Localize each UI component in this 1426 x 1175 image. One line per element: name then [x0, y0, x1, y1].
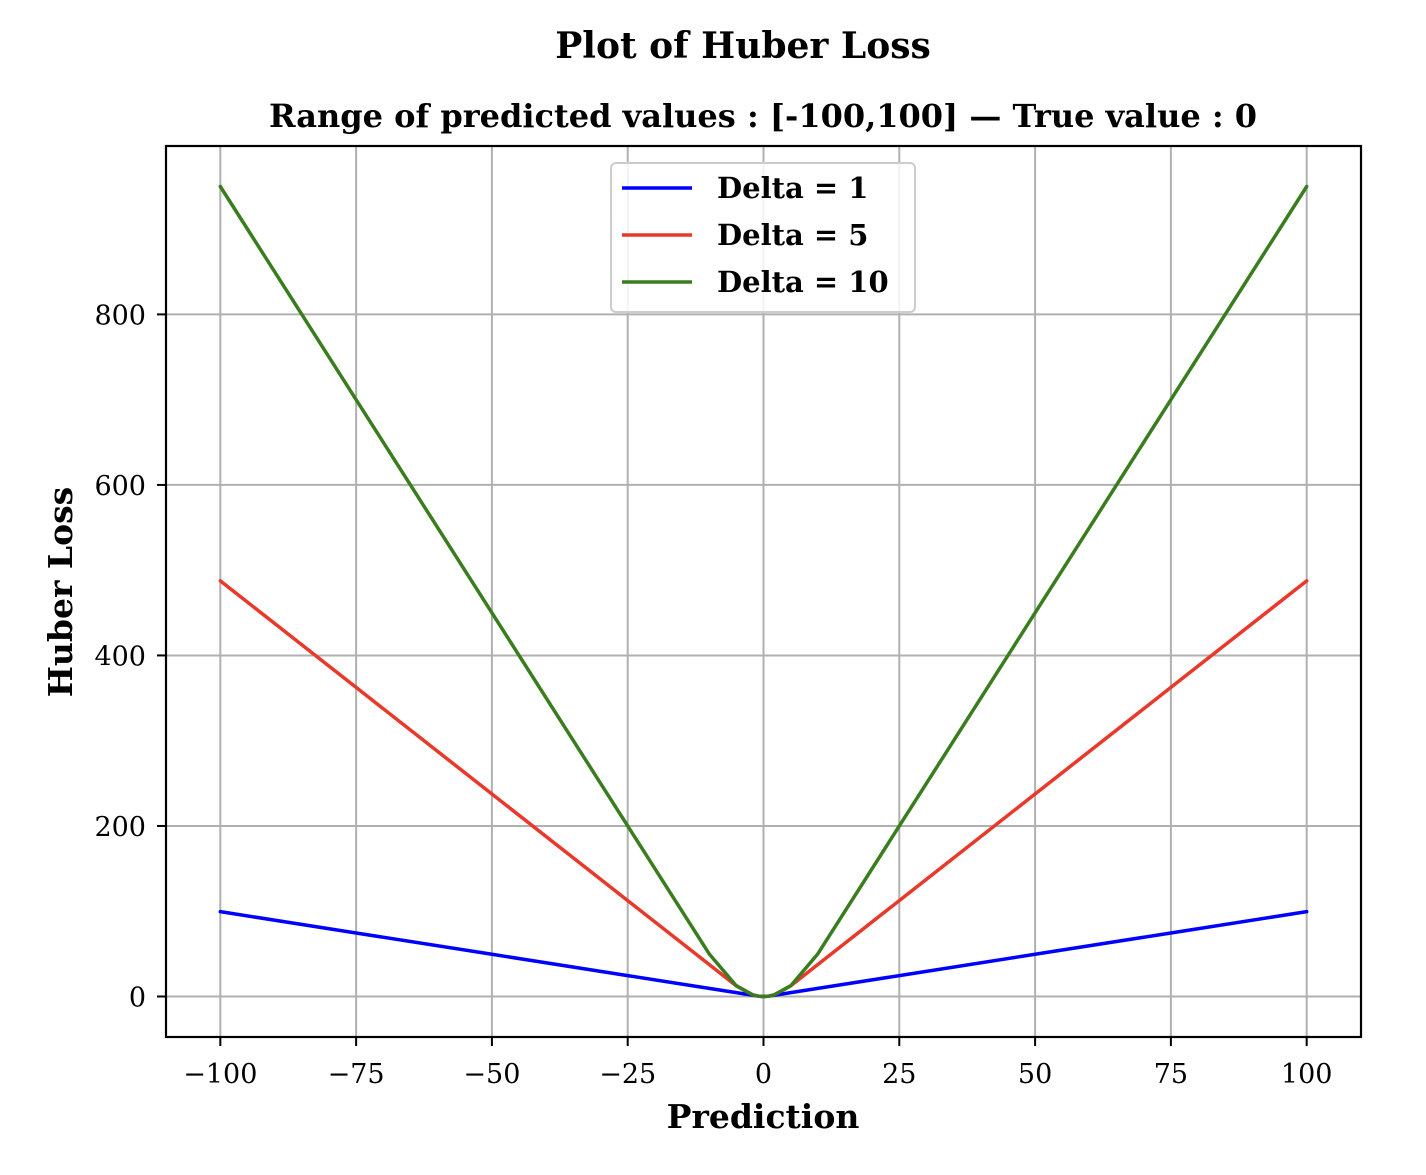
x-tick-label: 75 — [1154, 1059, 1188, 1090]
x-tick-label: 50 — [1018, 1059, 1052, 1090]
axis-ticks: −100 −75 −50 −25 0 25 50 75 100 0 200 400 600 800 — [94, 300, 1332, 1090]
x-tick-label: 100 — [1281, 1059, 1333, 1090]
x-tick-label: −100 — [183, 1059, 257, 1090]
y-tick-label: 200 — [94, 812, 146, 843]
series-line-delta-2 — [218, 184, 1309, 999]
x-tick-label: −75 — [328, 1059, 385, 1090]
x-tick-label: −25 — [599, 1059, 656, 1090]
y-tick-label: 600 — [94, 471, 146, 502]
chart-title: Plot of Huber Loss — [555, 25, 931, 67]
y-axis-label: Huber Loss — [41, 487, 80, 698]
x-axis-label: Prediction — [667, 1097, 860, 1136]
chart-subtitle: Range of predicted values : [-100,100] —… — [269, 97, 1257, 135]
legend-label: Delta = 1 — [717, 171, 868, 205]
legend-label: Delta = 5 — [717, 218, 868, 252]
y-tick-label: 400 — [94, 641, 146, 672]
legend-label: Delta = 10 — [717, 265, 889, 299]
x-tick-label: −50 — [463, 1059, 520, 1090]
legend: Delta = 1 Delta = 5 Delta = 10 — [610, 162, 916, 313]
plot-area — [218, 184, 1309, 999]
x-tick-label: 25 — [882, 1059, 916, 1090]
legend-box — [610, 162, 916, 313]
y-tick-label: 0 — [129, 983, 146, 1014]
y-tick-label: 800 — [94, 300, 146, 331]
x-tick-label: 0 — [755, 1059, 772, 1090]
